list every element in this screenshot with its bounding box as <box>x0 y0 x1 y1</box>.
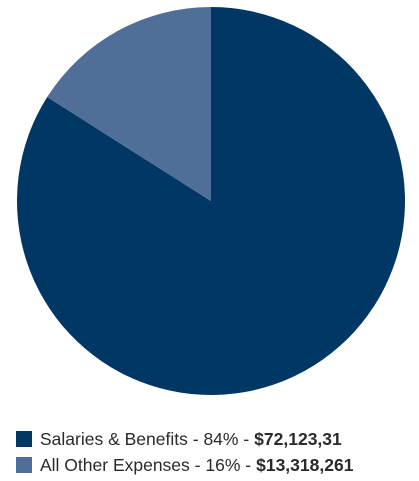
chart-legend: Salaries & Benefits - 84% - $72,123,31 A… <box>16 426 353 478</box>
legend-amount: $72,123,31 <box>254 428 342 449</box>
legend-amount: $13,318,261 <box>256 454 354 475</box>
legend-swatch-all-other-expenses <box>16 457 32 473</box>
legend-item-salaries-benefits: Salaries & Benefits - 84% - $72,123,31 <box>16 426 353 452</box>
legend-dash: - <box>243 428 250 449</box>
pie-slice-all-other-expenses <box>47 7 212 201</box>
legend-separator: - <box>192 428 199 449</box>
legend-label: All Other Expenses <box>40 454 190 475</box>
pie-slice-salaries-benefits <box>16 7 405 395</box>
legend-label: Salaries & Benefits <box>40 428 188 449</box>
pie-chart <box>16 7 405 395</box>
legend-separator: - <box>194 454 201 475</box>
legend-item-all-other-expenses: All Other Expenses - 16% - $13,318,261 <box>16 452 353 478</box>
legend-percent: 84% <box>203 428 239 449</box>
legend-percent: 16% <box>205 454 241 475</box>
legend-dash: - <box>245 454 252 475</box>
legend-swatch-salaries-benefits <box>16 431 32 447</box>
